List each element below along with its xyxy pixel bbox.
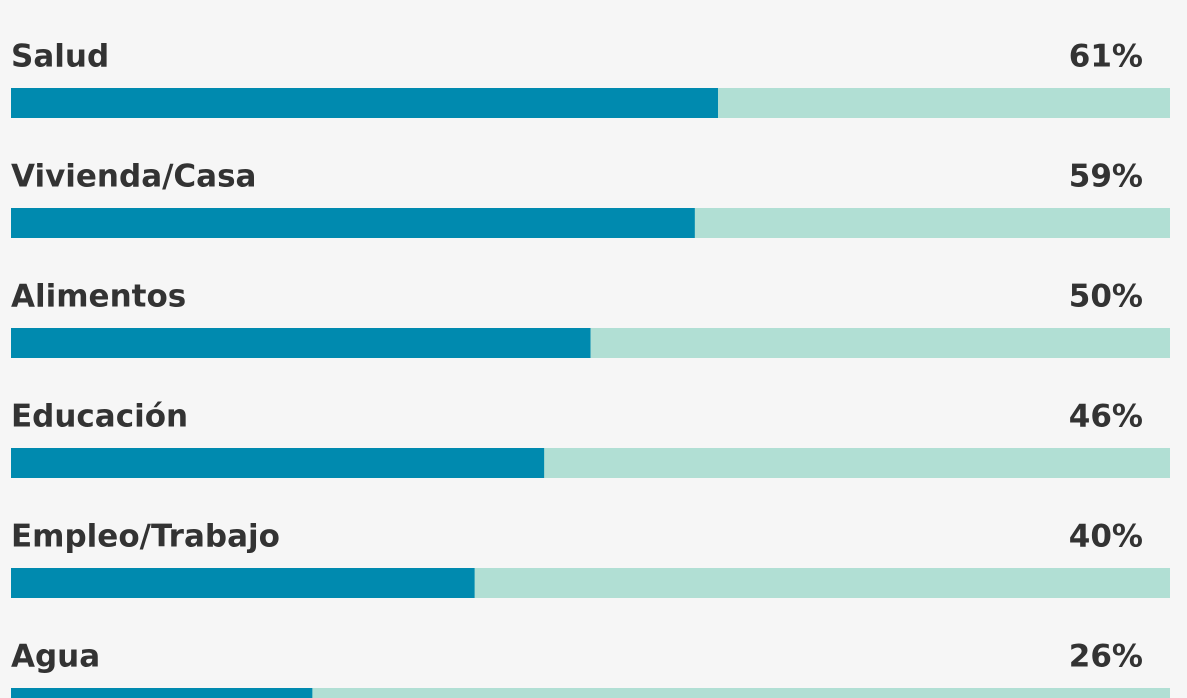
- value-label: 26%: [1069, 639, 1143, 675]
- bar: [11, 88, 718, 118]
- category-label: Agua: [11, 639, 100, 675]
- category-label: Salud: [11, 39, 109, 75]
- bar: [11, 568, 475, 598]
- bar: [11, 208, 695, 238]
- value-label: 40%: [1069, 519, 1143, 555]
- value-label: 46%: [1069, 399, 1143, 435]
- bar: [11, 328, 591, 358]
- category-label: Vivienda/Casa: [11, 159, 256, 195]
- bar-track: [11, 688, 1170, 698]
- category-label: Educación: [11, 399, 188, 435]
- category-label: Alimentos: [11, 279, 186, 315]
- category-label: Empleo/Trabajo: [11, 519, 280, 555]
- value-label: 59%: [1069, 159, 1143, 195]
- bar: [11, 688, 313, 698]
- value-label: 61%: [1069, 39, 1143, 75]
- bar: [11, 448, 545, 478]
- value-label: 50%: [1069, 279, 1143, 315]
